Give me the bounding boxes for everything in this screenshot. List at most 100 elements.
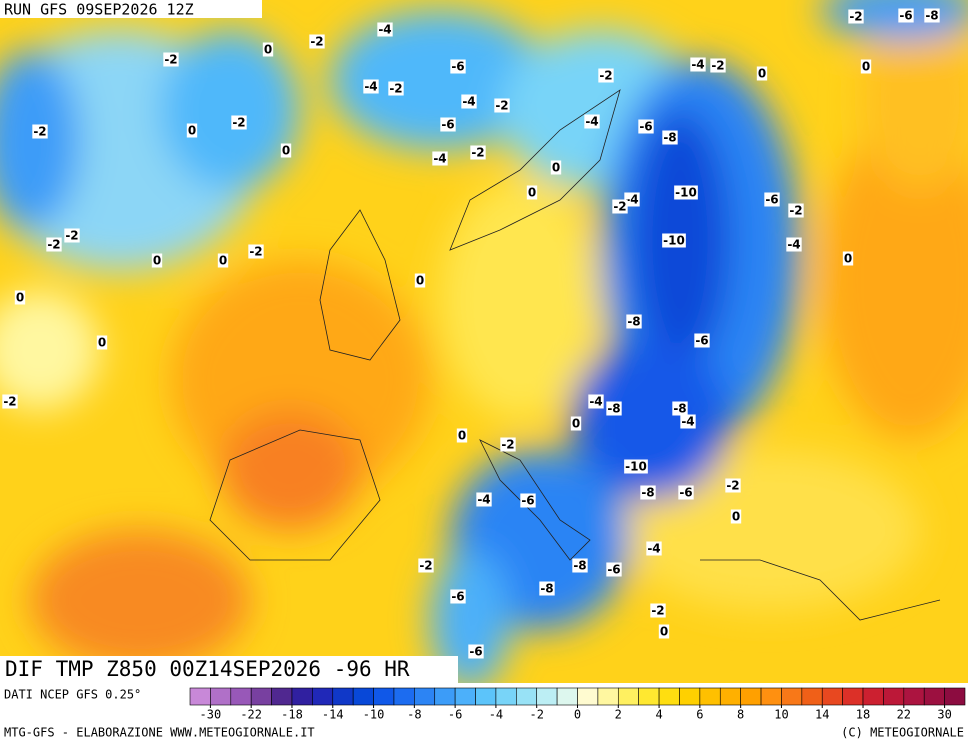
colorbar-swatch [434,687,456,706]
contour-label-bg [898,8,914,23]
footer-right: (C) METEOGIORNALE [841,726,964,740]
contour-label-bg [690,57,706,72]
contour-label-bg [500,437,516,452]
contour-label-bg [730,509,742,524]
colorbar-swatch [414,687,436,706]
contour-label-bg [163,52,179,67]
colorbar-swatch [332,687,354,706]
contour-label: -4 [589,395,602,409]
contour-label: -2 [789,204,802,218]
contour-label: 0 [282,144,290,158]
contour-label-bg [377,22,393,37]
colorbar-swatch [597,687,619,706]
contour-label: -2 [65,229,78,243]
contour-label-bg [14,290,26,305]
contour-label-bg [788,203,804,218]
contour-label-bg [432,151,448,166]
contour-label: -8 [540,582,553,596]
contour-label: -10 [663,234,685,248]
contour-label-bg [526,185,538,200]
contour-label: -6 [607,563,620,577]
contour-label: -6 [679,486,692,500]
contour-label: -2 [232,116,245,130]
contour-label-bg [842,251,854,266]
contour-label: -6 [451,590,464,604]
contour-label-bg [470,145,486,160]
contour-label-bg [650,603,666,618]
contour-label: 0 [458,429,466,443]
colorbar-swatch [373,687,395,706]
contour-label: -2 [164,53,177,67]
contour-label: -6 [695,334,708,348]
contour-label-bg [468,644,484,659]
contour-label-bg [672,401,688,416]
contour-label-bg [520,493,536,508]
contour-label-bg [363,79,379,94]
contour-label-bg [764,192,780,207]
contour-label: 0 [528,186,536,200]
contour-label: -8 [925,9,938,23]
contour-label-bg [674,185,698,200]
contour-label-bg [624,459,648,474]
contour-label-bg [646,541,662,556]
contour-label-bg [494,98,510,113]
contour-label: -2 [3,395,16,409]
contour-label: -8 [663,131,676,145]
colorbar-swatch [556,687,578,706]
contour-label-bg [309,34,325,49]
colorbar-swatch [312,687,334,706]
contour-label-bg [860,59,872,74]
contour-label: 0 [552,161,560,175]
contour-label: -4 [364,80,377,94]
colorbar-swatch [719,687,741,706]
contour-label-bg [786,237,802,252]
contour-label: -6 [441,118,454,132]
contour-label: -4 [787,238,800,252]
source-label: DATI NCEP GFS 0.25° [4,688,141,702]
contour-label: 0 [98,336,106,350]
contour-label-bg [756,66,768,81]
colorbar-swatch [903,687,925,706]
colorbar-swatch [189,687,211,706]
contour-label: 0 [732,510,740,524]
contour-label: -4 [477,493,490,507]
colorbar-tick-label: -6 [448,708,462,722]
contour-label-bg [64,228,80,243]
map-field [0,0,968,683]
contour-label: -8 [607,402,620,416]
colorbar-swatch [862,687,884,706]
contour-label-bg [32,124,48,139]
colorbar-swatch [454,687,476,706]
contour-label-bg [725,478,741,493]
contour-label-bg [658,624,670,639]
colorbar-swatch [617,687,639,706]
contour-label: -2 [501,438,514,452]
contour-label-bg [638,119,654,134]
colorbar-tick-label: 0 [574,708,581,722]
contour-label-bg [440,117,456,132]
colorbar-swatch [740,687,762,706]
contour-label-bg [662,130,678,145]
contour-label: -4 [433,152,446,166]
run-box [0,0,262,18]
contour-label: 0 [572,417,580,431]
contour-label-bg [2,394,18,409]
colorbar-swatch [516,687,538,706]
contour-label-bg [680,414,696,429]
contour-label: -2 [419,559,432,573]
contour-label-bg [588,394,604,409]
colorbar-swatch [495,687,517,706]
colorbar-swatch [230,687,252,706]
contour-label: 0 [264,43,272,57]
contour-label: 0 [862,60,870,74]
contour-label-bg [924,8,940,23]
contour-label: -6 [521,494,534,508]
colorbar-swatch [210,687,232,706]
colorbar-swatch [475,687,497,706]
contour-label: -2 [33,125,46,139]
contour-label: -8 [573,559,586,573]
colorbar-swatch [658,687,680,706]
contour-label-bg [151,253,163,268]
contour-label-bg [606,562,622,577]
